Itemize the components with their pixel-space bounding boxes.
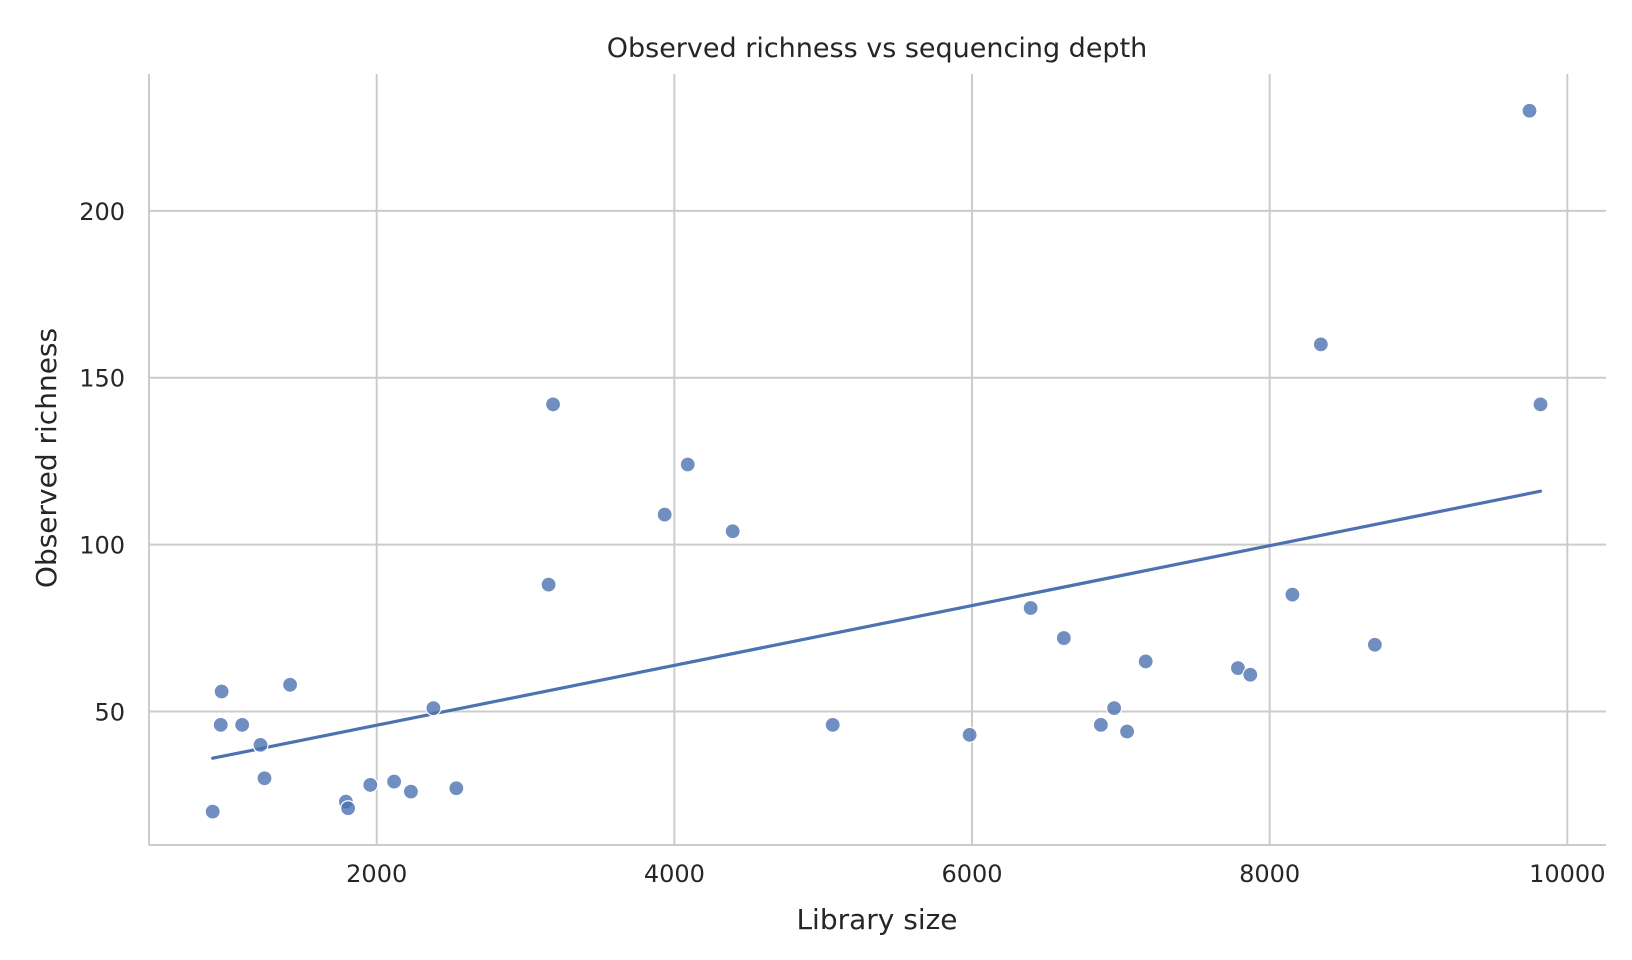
- data-point: [544, 396, 562, 413]
- x-tick-label: 10000: [1529, 860, 1605, 888]
- data-point: [212, 716, 229, 733]
- data-point: [234, 716, 251, 733]
- data-point: [340, 800, 357, 817]
- data-point: [1229, 660, 1247, 677]
- data-point: [1312, 336, 1329, 353]
- data-point: [448, 780, 465, 797]
- y-tick-labels: 50 100 150 200: [79, 198, 125, 727]
- data-point: [252, 736, 269, 753]
- trend-layer: [211, 489, 1543, 760]
- grid-layer: [149, 74, 1606, 845]
- data-point: [1284, 586, 1301, 603]
- points-layer: [204, 102, 1549, 820]
- data-point: [402, 783, 420, 800]
- data-point: [1366, 636, 1383, 653]
- y-axis-label: Observed richness: [30, 328, 63, 588]
- data-point: [679, 456, 696, 473]
- data-point: [256, 770, 273, 787]
- data-point: [540, 576, 557, 593]
- chart-title: Observed richness vs sequencing depth: [607, 33, 1148, 64]
- x-tick-label: 6000: [941, 860, 1002, 888]
- data-point: [281, 676, 299, 693]
- x-axis-label: Library size: [796, 903, 957, 936]
- y-tick-label: 50: [94, 698, 125, 726]
- data-point: [204, 803, 221, 820]
- data-point: [362, 776, 379, 794]
- data-point: [1521, 102, 1538, 119]
- y-tick-label: 150: [79, 365, 125, 393]
- data-point: [213, 683, 230, 700]
- data-point: [1137, 653, 1154, 670]
- data-point: [425, 700, 442, 717]
- data-point: [1092, 716, 1109, 733]
- data-point: [1532, 396, 1549, 413]
- data-point: [724, 523, 741, 540]
- data-point: [1118, 723, 1136, 740]
- trend-line: [211, 489, 1543, 760]
- data-point: [386, 773, 403, 790]
- y-tick-label: 100: [79, 532, 125, 560]
- data-point: [961, 726, 978, 743]
- data-point: [1022, 599, 1039, 617]
- x-tick-label: 2000: [346, 860, 407, 888]
- data-point: [656, 506, 673, 523]
- data-point: [824, 716, 841, 733]
- x-tick-label: 8000: [1239, 860, 1300, 888]
- y-tick-label: 200: [79, 198, 125, 226]
- data-point: [1242, 666, 1259, 683]
- x-tick-labels: 2000 4000 6000 8000 10000: [346, 860, 1605, 888]
- axis-spines: [148, 74, 1606, 846]
- data-point: [1106, 700, 1123, 717]
- x-tick-label: 4000: [644, 860, 705, 888]
- data-point: [1055, 629, 1072, 647]
